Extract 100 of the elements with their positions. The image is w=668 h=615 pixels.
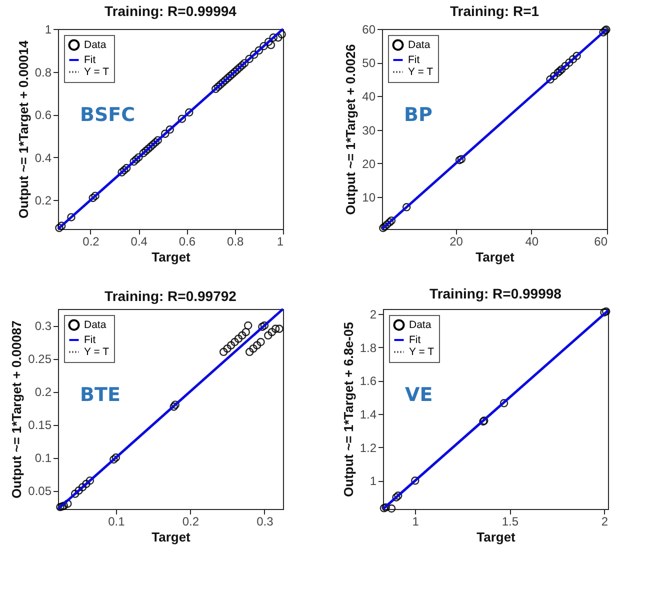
point [151, 138, 160, 146]
chart-title: Training: R=0.99792 [104, 288, 237, 304]
y-tick-label: 0.25 [28, 352, 52, 366]
point [236, 63, 244, 72]
point [171, 400, 180, 409]
point [118, 168, 126, 176]
point [275, 324, 284, 333]
point [238, 331, 246, 340]
point [245, 54, 254, 64]
point [228, 70, 237, 78]
point [166, 125, 174, 134]
point [411, 476, 420, 485]
y-axis-title: Output ~= 1*Target + 0.0026 [343, 44, 358, 215]
point [233, 66, 242, 74]
legend-label: Fit [84, 54, 96, 66]
legend-label: Fit [408, 54, 420, 66]
point [219, 348, 228, 356]
point [56, 502, 64, 512]
y-tick-label: 10 [362, 190, 376, 205]
x-tick-label: 0.1 [108, 514, 126, 528]
x-tick-label: 60 [594, 234, 608, 248]
chart-title: Training: R=0.99998 [430, 286, 562, 302]
x-tick-label: 0.6 [178, 234, 196, 248]
point [600, 308, 608, 316]
y-tick-label: 2 [370, 308, 377, 322]
x-tick-label: 1 [412, 514, 420, 528]
x-axis-title: Target [152, 250, 192, 264]
point [178, 114, 186, 123]
point [394, 492, 402, 500]
point [250, 50, 258, 59]
point [67, 213, 76, 222]
point [132, 155, 140, 164]
y-tick-label: 0.3 [34, 319, 52, 333]
point [223, 344, 232, 353]
point [64, 500, 72, 508]
legend-label: Fit [409, 334, 421, 346]
point [82, 480, 90, 488]
point [134, 153, 143, 162]
point [387, 504, 396, 513]
legend-label: Y = T [409, 346, 435, 358]
x-axis-title: Target [152, 530, 192, 544]
point [602, 307, 610, 316]
legend-label: Fit [84, 334, 96, 346]
annotation: VE [405, 384, 433, 406]
x-tick-label: 40 [525, 234, 539, 248]
point [258, 322, 266, 331]
annotation: BP [404, 104, 432, 126]
x-tick-label: 2 [601, 514, 608, 528]
x-tick-label: 20 [450, 234, 464, 248]
chart-title: Training: R=1 [450, 3, 540, 19]
point [230, 338, 239, 346]
point [70, 490, 80, 498]
annotation: BTE [80, 384, 120, 406]
point [160, 130, 170, 138]
point [392, 493, 400, 502]
y-tick-label: 0.6 [34, 108, 52, 122]
point [230, 68, 240, 76]
point [86, 476, 94, 485]
x-axis-title: Target [476, 250, 516, 264]
y-tick-label: 40 [362, 90, 376, 104]
y-tick-label: 1.4 [360, 408, 377, 422]
y-tick-label: 0.4 [34, 150, 52, 165]
point [226, 72, 234, 80]
y-tick-label: 1.8 [360, 340, 377, 355]
point [240, 59, 249, 68]
y-tick-label: 1.6 [360, 374, 377, 388]
point [256, 338, 265, 346]
point [218, 78, 227, 87]
point [271, 324, 280, 333]
point [120, 166, 128, 174]
point [266, 40, 276, 50]
y-tick-label: 1 [44, 22, 52, 36]
point [216, 80, 225, 89]
point [226, 341, 236, 350]
annotation: BSFC [80, 104, 136, 126]
point [144, 144, 152, 153]
point [130, 157, 138, 166]
point [224, 74, 232, 82]
point [254, 46, 264, 55]
point [146, 142, 155, 151]
point [234, 334, 243, 343]
y-tick-label: 30 [362, 123, 376, 138]
y-tick-label: 0.2 [34, 385, 52, 400]
point [264, 38, 273, 46]
point [185, 108, 194, 117]
point [112, 453, 120, 462]
point [88, 194, 98, 202]
point [139, 148, 148, 158]
x-tick-label: 0.8 [227, 234, 244, 248]
point [142, 146, 150, 156]
x-tick-label: 0.3 [256, 514, 274, 528]
point [238, 61, 246, 70]
legend-label: Data [409, 319, 432, 331]
y-tick-label: 50 [362, 56, 376, 70]
point [57, 222, 66, 230]
y-tick-label: 0.2 [34, 194, 52, 208]
y-tick-label: 20 [362, 156, 376, 171]
point [269, 33, 278, 42]
point [55, 224, 64, 232]
x-axis-title: Target [476, 530, 516, 544]
